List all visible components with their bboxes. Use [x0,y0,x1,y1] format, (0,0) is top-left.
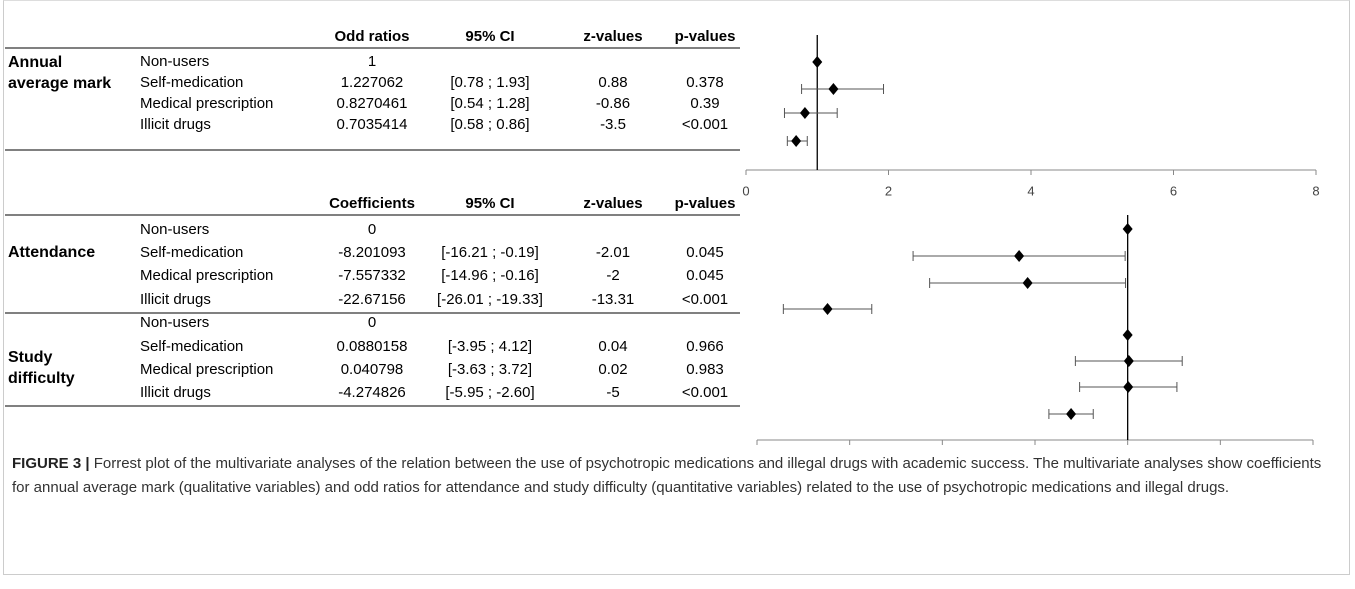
cell: [0.78 ; 1.93] [450,74,529,91]
group-label: Attendance [8,244,96,261]
cell: 0.045 [686,244,724,261]
cell: 0.0880158 [337,338,408,355]
column-header: z-values [583,195,642,212]
cell: 0.045 [686,267,724,284]
cell: 0.7035414 [337,116,408,133]
row-label: Self-medication [140,338,243,355]
caption: FIGURE 3 | Forrest plot of the multivari… [12,452,1337,500]
cell: [0.54 ; 1.28] [450,95,529,112]
row-label: Self-medication [140,244,243,261]
cell: -13.31 [592,291,635,308]
point-estimate [1122,223,1133,235]
caption-label: FIGURE 3 | [12,455,90,472]
caption-text: Forrest plot of the multivariate analyse… [12,455,1322,496]
row-label: Non-users [140,53,209,70]
row-label: Non-users [140,221,209,238]
column-header: 95% CI [465,195,514,212]
x-tick-label: 8 [1312,183,1319,198]
cell: 0.39 [690,95,719,112]
cell: <0.001 [682,384,728,401]
cell: -4.274826 [338,384,406,401]
cell: 0.02 [598,361,627,378]
column-header: Odd ratios [334,28,409,45]
column-header: p-values [675,195,736,212]
cell: -22.67156 [338,291,406,308]
row-label: Illicit drugs [140,291,211,308]
cell: 0.8270461 [337,95,408,112]
ci-bar [783,108,838,118]
cell: 0 [368,314,376,331]
group-label: Study difficulty [8,349,75,387]
point-estimate [791,135,802,147]
cell: [-5.95 ; -2.60] [445,384,534,401]
cell: 0.966 [686,338,724,355]
figure: Odd ratios 95% CI z-values p-values Non-user… [5,28,1320,445]
cell: 1.227062 [341,74,404,91]
cell: 1 [368,53,376,70]
point-estimate [1123,381,1134,393]
cell: -5 [606,384,619,401]
row-label: Illicit drugs [140,384,211,401]
cell: -7.557332 [338,267,406,284]
cell: [0.58 ; 0.86] [450,116,529,133]
cell: [-16.21 ; -0.19] [441,244,539,261]
cell: [-14.96 ; -0.16] [441,267,539,284]
cell: 0.040798 [341,361,404,378]
cell: -8.201093 [338,244,406,261]
cell: 0.88 [598,74,627,91]
cell: 0.04 [598,338,627,355]
figure-frame [3,0,1350,575]
point-estimate [799,107,810,119]
cell: [-3.95 ; 4.12] [448,338,532,355]
ci-bar [801,84,885,94]
cell: <0.001 [682,291,728,308]
point-estimate [1123,355,1134,367]
x-tick-label: 4 [1027,183,1034,198]
point-estimate [812,56,823,68]
point-estimate [1122,329,1133,341]
column-header: 95% CI [465,28,514,45]
point-estimate [828,83,839,95]
point-estimate [822,303,833,315]
cell: 0.983 [686,361,724,378]
row-label: Medical prescription [140,361,273,378]
row-label: Medical prescription [140,95,273,112]
cell: 0.378 [686,74,724,91]
cell: [-3.63 ; 3.72] [448,361,532,378]
cell: -0.86 [596,95,630,112]
column-header: p-values [675,28,736,45]
x-tick-label: 2 [885,183,892,198]
cell: -3.5 [600,116,626,133]
point-estimate [1022,277,1033,289]
cell: [-26.01 ; -19.33] [437,291,543,308]
row-label: Medical prescription [140,267,273,284]
column-header: Coefficients [329,195,415,212]
point-estimate [1014,250,1025,262]
group-label: Annual average mark [8,54,112,92]
row-label: Non-users [140,314,209,331]
cell: 0 [368,221,376,238]
cell: -2 [606,267,619,284]
row-label: Self-medication [140,74,243,91]
point-estimate [1066,408,1077,420]
column-header: z-values [583,28,642,45]
x-tick-label: 0 [742,183,749,198]
row-label: Illicit drugs [140,116,211,133]
cell: -2.01 [596,244,630,261]
cell: <0.001 [682,116,728,133]
x-tick-label: 6 [1170,183,1177,198]
